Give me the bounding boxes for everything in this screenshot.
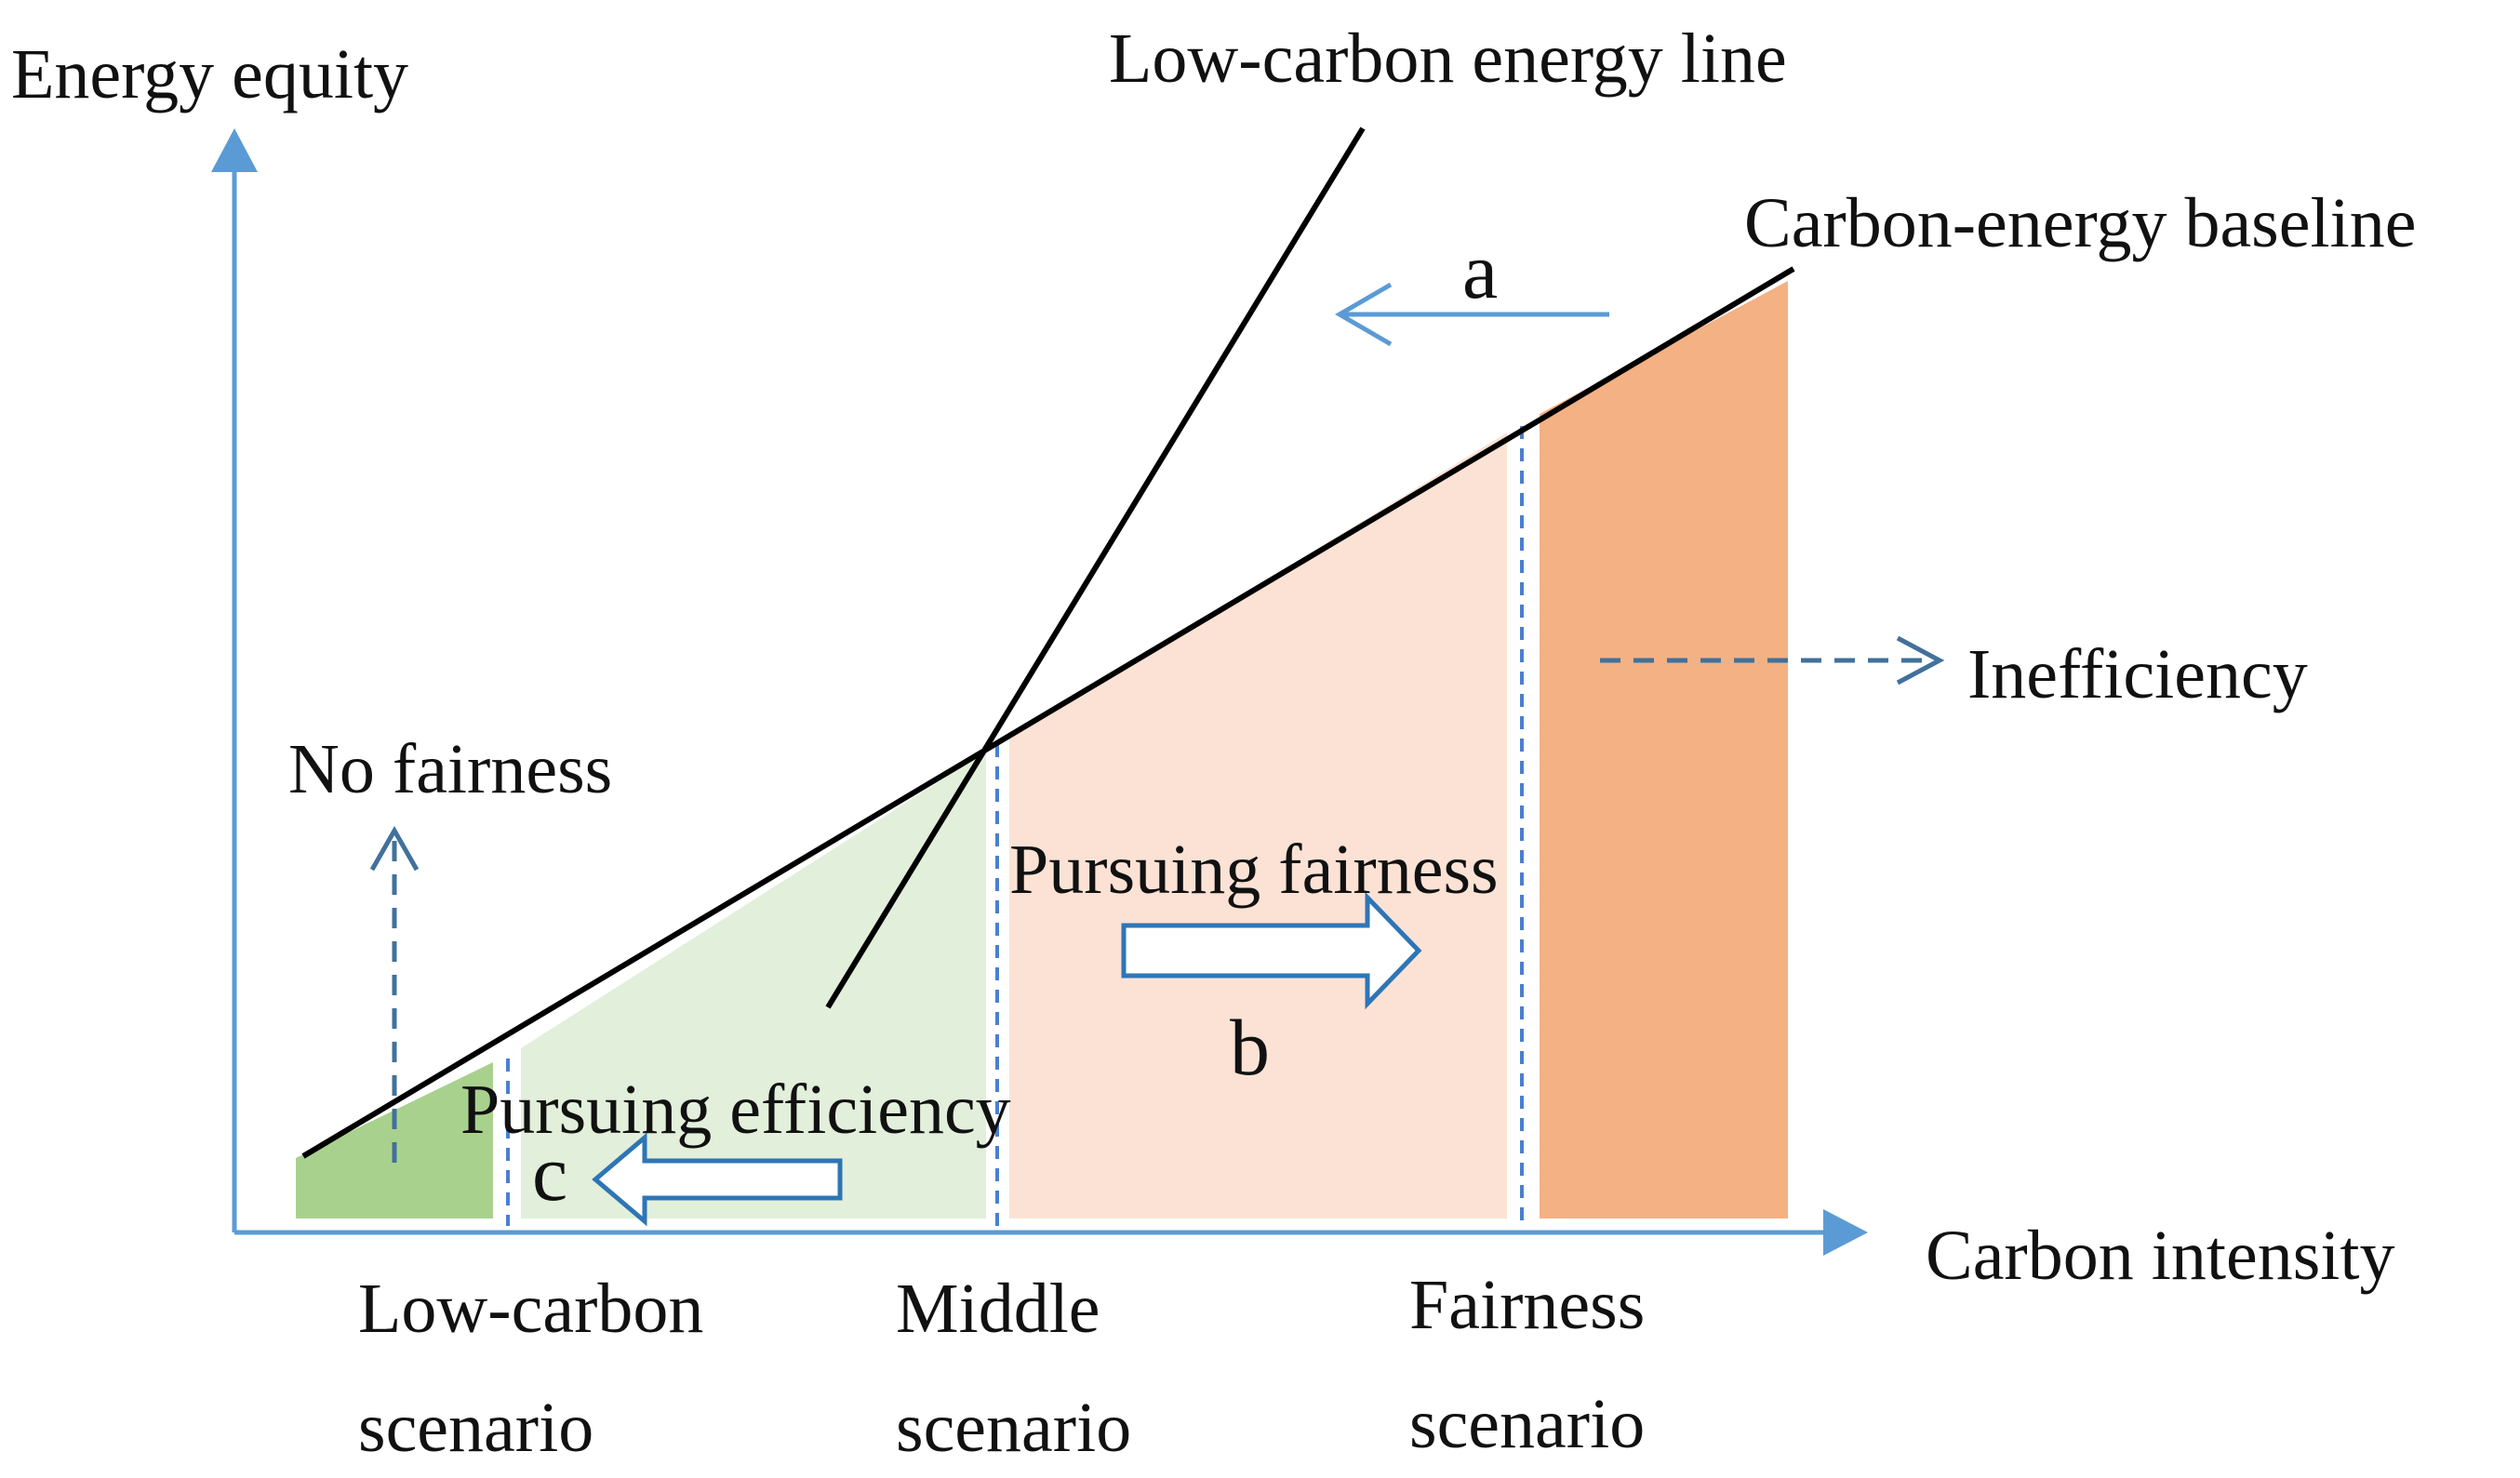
pursuing-efficiency-label: Pursuing efficiency [460, 1071, 1011, 1149]
middle-scenario-line2: scenario [896, 1389, 1131, 1467]
fairness-scenario-line1: Fairness [1409, 1266, 1645, 1344]
x-axis-arrowhead [1823, 1209, 1868, 1256]
inefficiency-label: Inefficiency [1967, 635, 2308, 713]
arrow-a-label: a [1462, 226, 1498, 315]
baseline-label: Carbon-energy baseline [1744, 184, 2416, 262]
fairness-region [1540, 281, 1788, 1218]
middle-left-region [521, 752, 986, 1218]
low-carbon-region [296, 1062, 493, 1218]
middle-right-region [1009, 433, 1507, 1218]
arrow-b-label: b [1230, 1003, 1270, 1092]
x-axis-label: Carbon intensity [1926, 1217, 2395, 1295]
fairness-scenario-line2: scenario [1409, 1385, 1645, 1463]
y-axis-label: Energy equity [11, 35, 408, 113]
middle-scenario-line1: Middle [896, 1270, 1100, 1348]
carbon-energy-baseline [301, 266, 1795, 1159]
y-axis-arrowhead [211, 128, 258, 172]
no-fairness-label: No fairness [288, 730, 612, 808]
pursuing-fairness-label: Pursuing fairness [1009, 831, 1499, 909]
low-carbon-line-label: Low-carbon energy line [1109, 20, 1787, 98]
inefficiency-arrowhead [1896, 635, 1945, 686]
arrow-b [1121, 891, 1422, 1010]
arrow-c [592, 1132, 843, 1227]
low-carbon-energy-line [825, 126, 1366, 1009]
low-carbon-scenario-line2: scenario [358, 1389, 593, 1467]
arrow-a-head [1335, 282, 1393, 347]
no-fairness-arrowhead [369, 825, 420, 872]
arrow-c-label: c [532, 1128, 567, 1218]
low-carbon-scenario-line1: Low-carbon [358, 1270, 703, 1348]
